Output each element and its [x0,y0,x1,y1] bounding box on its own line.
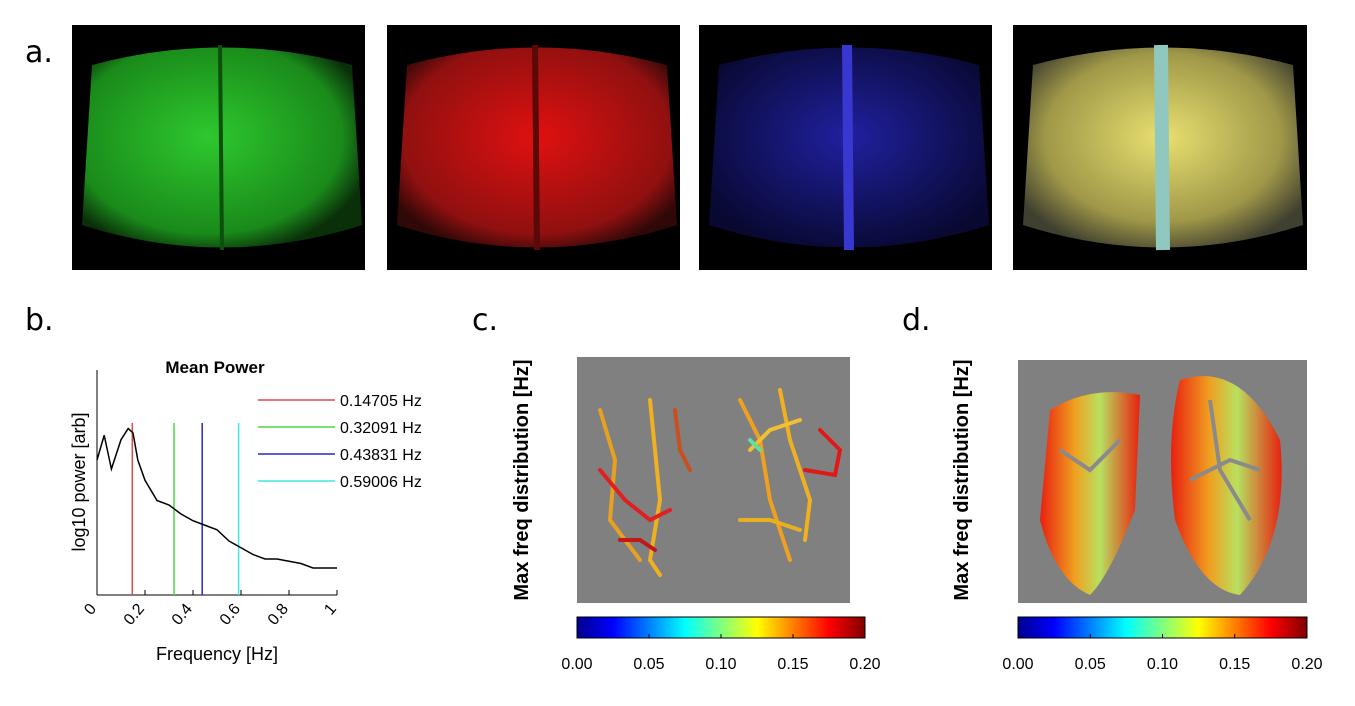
colorbar-tick-label: 0.20 [1291,656,1322,673]
image-red [387,25,680,270]
y-axis-label: log10 power [arb] [69,412,89,551]
frequency-map [1018,360,1307,603]
colorbar-tick-label: 0.15 [1219,656,1250,673]
panel-label: d. [902,303,931,338]
x-tick-label: 1 [321,601,340,619]
colorbar-tick-label: 0.05 [633,656,664,673]
colorbar-tick-label: 0.05 [1075,656,1106,673]
x-tick-label: 0.8 [265,601,292,629]
legend-label: 0.59006 Hz [340,474,422,491]
colorbar-tick-label: 0.20 [849,656,880,673]
image-green [72,25,365,270]
colorbar-axis-label: Max freq distribution [Hz] [511,359,533,600]
x-tick-label: 0.4 [169,601,196,629]
panel-label: a. [25,35,53,70]
chart-title: Mean Power [165,358,265,377]
colorbar-tick-label: 0.00 [1002,656,1033,673]
colorbar-tick-label: 0.10 [1147,656,1178,673]
x-tick-label: 0.6 [217,601,244,629]
colorbar-axis-label: Max freq distribution [Hz] [951,359,973,600]
panel-label: c. [472,303,498,338]
vessel-map [577,357,850,603]
panel-label: b. [25,303,54,338]
x-tick-label: 0.2 [121,601,148,629]
legend-label: 0.32091 Hz [340,420,422,437]
colorbar-tick-label: 0.15 [777,656,808,673]
x-axis-label: Frequency [Hz] [156,644,278,664]
x-tick-label: 0 [81,601,100,619]
colorbar-tick-label: 0.10 [705,656,736,673]
image-merge [1013,25,1307,270]
legend-label: 0.14705 Hz [340,393,422,410]
spectrum-line [96,427,337,569]
image-blue [699,25,992,270]
colorbar-tick-label: 0.00 [561,656,592,673]
legend-label: 0.43831 Hz [340,447,422,464]
